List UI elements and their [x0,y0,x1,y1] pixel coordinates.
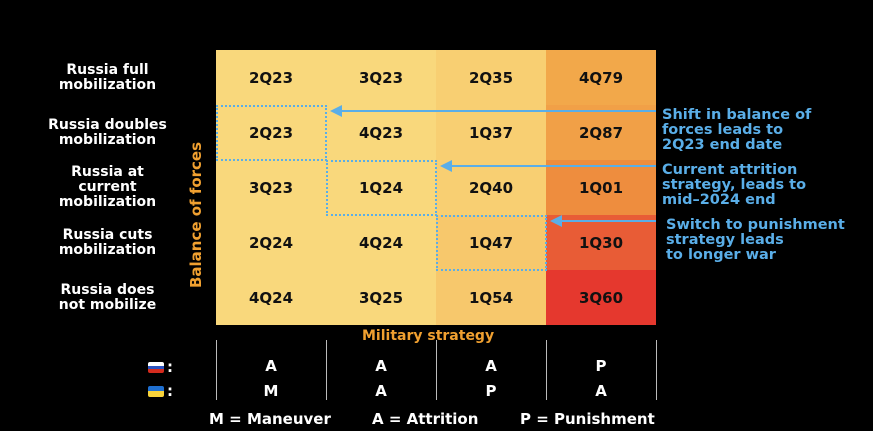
legend-maneuver: M = Maneuver [209,410,331,428]
heatmap-cell: 4Q23 [326,105,436,160]
annotation-line: 2Q23 end date [662,137,783,153]
annotation-note: Current attrition strategy, leads to mid–2… [662,163,806,208]
annotation-arrow [330,105,656,117]
column-divider [216,340,217,400]
annotation-arrow [550,215,656,227]
russia-strategy: A [375,357,387,375]
heatmap-cell: 4Q79 [546,50,656,105]
row-label-line: mobilization [58,76,157,93]
heatmap-cell: 2Q35 [436,50,546,105]
heatmap-cell: 3Q23 [216,160,326,215]
row-label-line: Russia does [60,281,155,298]
legend-punishment: P = Punishment [520,410,655,428]
ukraine-strategy: M [263,382,279,400]
highlight-box [216,105,327,161]
annotation-line: mid–2024 end [662,192,776,208]
x-axis-label: Military strategy [362,328,495,344]
row-label-line: not mobilize [58,296,157,313]
heatmap-cell: 4Q24 [216,270,326,325]
heatmap-cell: 1Q37 [436,105,546,160]
row-label: Russia at current mobilization [20,165,195,210]
heatmap-cell: 2Q23 [216,105,326,160]
row-label: Russia does not mobilize [20,281,195,313]
highlight-box [436,215,547,271]
row-label: Russia full mobilization [20,61,195,93]
heatmap-cell: 3Q25 [326,270,436,325]
annotation-note: Switch to punishment strategy leads to lon… [666,218,845,263]
annotation-line: strategy, leads to [662,177,807,193]
heatmap-cell: 1Q01 [546,160,656,215]
row-label-line: current [78,179,137,195]
russia-strategy: P [595,357,607,375]
column-divider [656,340,657,400]
heatmap-cell: 1Q54 [436,270,546,325]
row-label-line: Russia at [71,164,144,180]
heatmap-cell: 1Q30 [546,215,656,270]
row-label-line: mobilization [58,194,157,210]
row-label-line: Russia doubles [48,116,167,133]
ukraine-strategy: P [485,382,497,400]
annotation-arrow [440,160,656,172]
annotation-line: Current attrition [662,162,798,178]
heatmap-cell: 2Q23 [216,50,326,105]
russia-colon: : [167,358,173,376]
heatmap-cell: 4Q24 [326,215,436,270]
heatmap-cell: 3Q23 [326,50,436,105]
annotation-line: Shift in balance of [662,107,812,123]
column-divider [436,340,437,400]
row-label-line: Russia cuts [62,226,153,243]
heatmap-cell: 3Q60 [546,270,656,325]
heatmap-cell: 1Q47 [436,215,546,270]
heatmap-cell: 1Q24 [326,160,436,215]
row-label-line: Russia full [66,61,149,78]
column-divider [326,340,327,400]
ukraine-colon: : [167,382,173,400]
heatmap-cell: 2Q87 [546,105,656,160]
heatmap-cell: 2Q40 [436,160,546,215]
row-label-line: mobilization [58,131,157,148]
y-axis-label: Balance of forces [187,141,205,289]
annotation-line: Switch to punishment [666,217,845,233]
ukraine-strategy: A [595,382,607,400]
column-divider [546,340,547,400]
row-label: Russia cuts mobilization [20,226,195,258]
annotation-line: to longer war [666,247,776,263]
annotation-note: Shift in balance of forces leads to 2Q23 e… [662,108,811,153]
row-label-line: mobilization [58,241,157,258]
legend-attrition: A = Attrition [372,410,479,428]
row-label: Russia doubles mobilization [20,116,195,148]
russia-strategy: A [485,357,497,375]
highlight-box [326,160,437,216]
ukraine-strategy: A [375,382,387,400]
heatmap-cell: 2Q24 [216,215,326,270]
ukraine-flag-icon [148,386,164,397]
annotation-line: strategy leads [666,232,784,248]
russia-strategy: A [265,357,277,375]
russia-flag-icon [148,362,164,373]
annotation-line: forces leads to [662,122,784,138]
